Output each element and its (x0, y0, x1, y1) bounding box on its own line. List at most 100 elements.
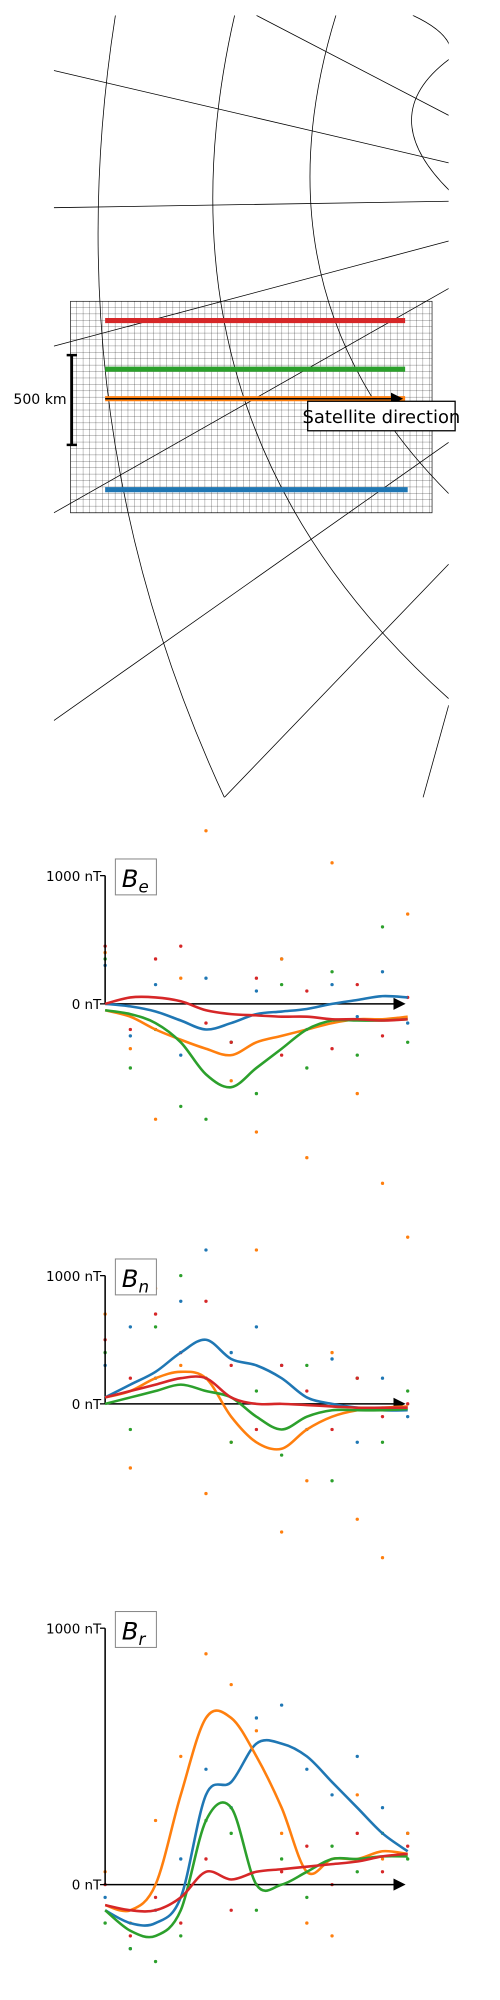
dot (330, 1793, 334, 1797)
dot (254, 1729, 259, 1733)
dot (380, 925, 385, 929)
smooth-line (104, 1852, 408, 1913)
dot (406, 1844, 410, 1848)
y-tick-label: 1000 nT (46, 870, 102, 885)
dot (128, 1376, 133, 1380)
dot (406, 1235, 410, 1239)
dot (279, 1053, 284, 1057)
panel-title: Be (122, 864, 149, 896)
dot (179, 976, 183, 980)
dot (380, 1556, 385, 1560)
direction-label: Satellite direction (303, 407, 461, 428)
dot (355, 1440, 359, 1444)
scale-bar (66, 353, 77, 447)
dot (153, 1117, 158, 1121)
dot (330, 970, 334, 974)
dot (179, 944, 183, 948)
dot (305, 1895, 309, 1900)
dot (179, 1921, 183, 1925)
dot (229, 1350, 233, 1355)
dot (406, 1831, 410, 1835)
panel-title: Bn (122, 1264, 149, 1296)
dot (153, 1325, 158, 1329)
y-tick-label: 1000 nT (46, 1622, 102, 1637)
dot (330, 1844, 334, 1848)
y-tick-label: 0 nT (72, 1398, 102, 1413)
dot (355, 1517, 359, 1521)
dot (254, 1389, 259, 1393)
dot (204, 1652, 208, 1656)
dot (128, 1325, 133, 1329)
dot (153, 1312, 158, 1316)
smooth-line (104, 1008, 408, 1089)
dot (355, 1870, 359, 1874)
dot (305, 1363, 309, 1368)
dot (330, 1047, 334, 1051)
panel: 1000 nT 0 nT Bn (46, 1235, 410, 1560)
dot (305, 1844, 309, 1848)
dot (355, 1831, 359, 1835)
dot (380, 1414, 385, 1419)
dot (153, 982, 158, 987)
direction-box (307, 400, 456, 432)
dot (279, 1831, 284, 1835)
dot (204, 1021, 208, 1025)
smooth-line (104, 1709, 408, 1913)
scale-label: 500 km (13, 392, 66, 408)
dot (279, 1870, 284, 1874)
dot (254, 989, 259, 993)
meridian (256, 15, 449, 116)
title-box (114, 1258, 157, 1296)
smooth-line (104, 1338, 408, 1412)
dot (330, 861, 334, 865)
dot (305, 1479, 309, 1483)
dot (279, 1703, 284, 1707)
dot (330, 1350, 334, 1355)
arc (412, 15, 449, 45)
dot (406, 1040, 410, 1044)
dot (128, 1034, 133, 1038)
dot (153, 1818, 158, 1823)
arc (411, 59, 449, 191)
dot (229, 1079, 233, 1083)
dot (229, 1363, 233, 1368)
dot (179, 1754, 183, 1759)
dot (355, 1015, 359, 1019)
dot (179, 1104, 183, 1109)
panel: 1000 nT 0 nT Br (46, 1611, 410, 1964)
dot (128, 1027, 133, 1032)
dot (254, 1427, 259, 1432)
dot (229, 1440, 233, 1444)
dot (380, 1440, 385, 1444)
y-tick-label: 0 nT (72, 998, 102, 1013)
dot (204, 1117, 208, 1121)
dot (279, 982, 284, 987)
dot (406, 1402, 410, 1406)
dot (128, 1934, 133, 1938)
dot (179, 1857, 183, 1861)
title-sub: r (138, 1630, 146, 1649)
dot (204, 829, 208, 833)
dot (279, 957, 284, 961)
dot (179, 1363, 183, 1368)
dot (355, 982, 359, 987)
dot (229, 1682, 233, 1687)
dot (128, 1066, 133, 1070)
dot (128, 1947, 133, 1951)
dot (406, 1021, 410, 1025)
title-main: B (122, 864, 139, 893)
dot (305, 1156, 309, 1160)
dot (305, 989, 309, 993)
dot (330, 982, 334, 987)
dot (380, 1857, 385, 1861)
dot (279, 1453, 284, 1457)
dot (254, 1248, 259, 1252)
dot (406, 1857, 410, 1861)
dot (330, 1934, 334, 1938)
title-box (114, 858, 157, 896)
smooth-line (104, 1375, 408, 1410)
dot (204, 1248, 208, 1252)
dot (380, 1181, 385, 1185)
dot (330, 1357, 334, 1361)
